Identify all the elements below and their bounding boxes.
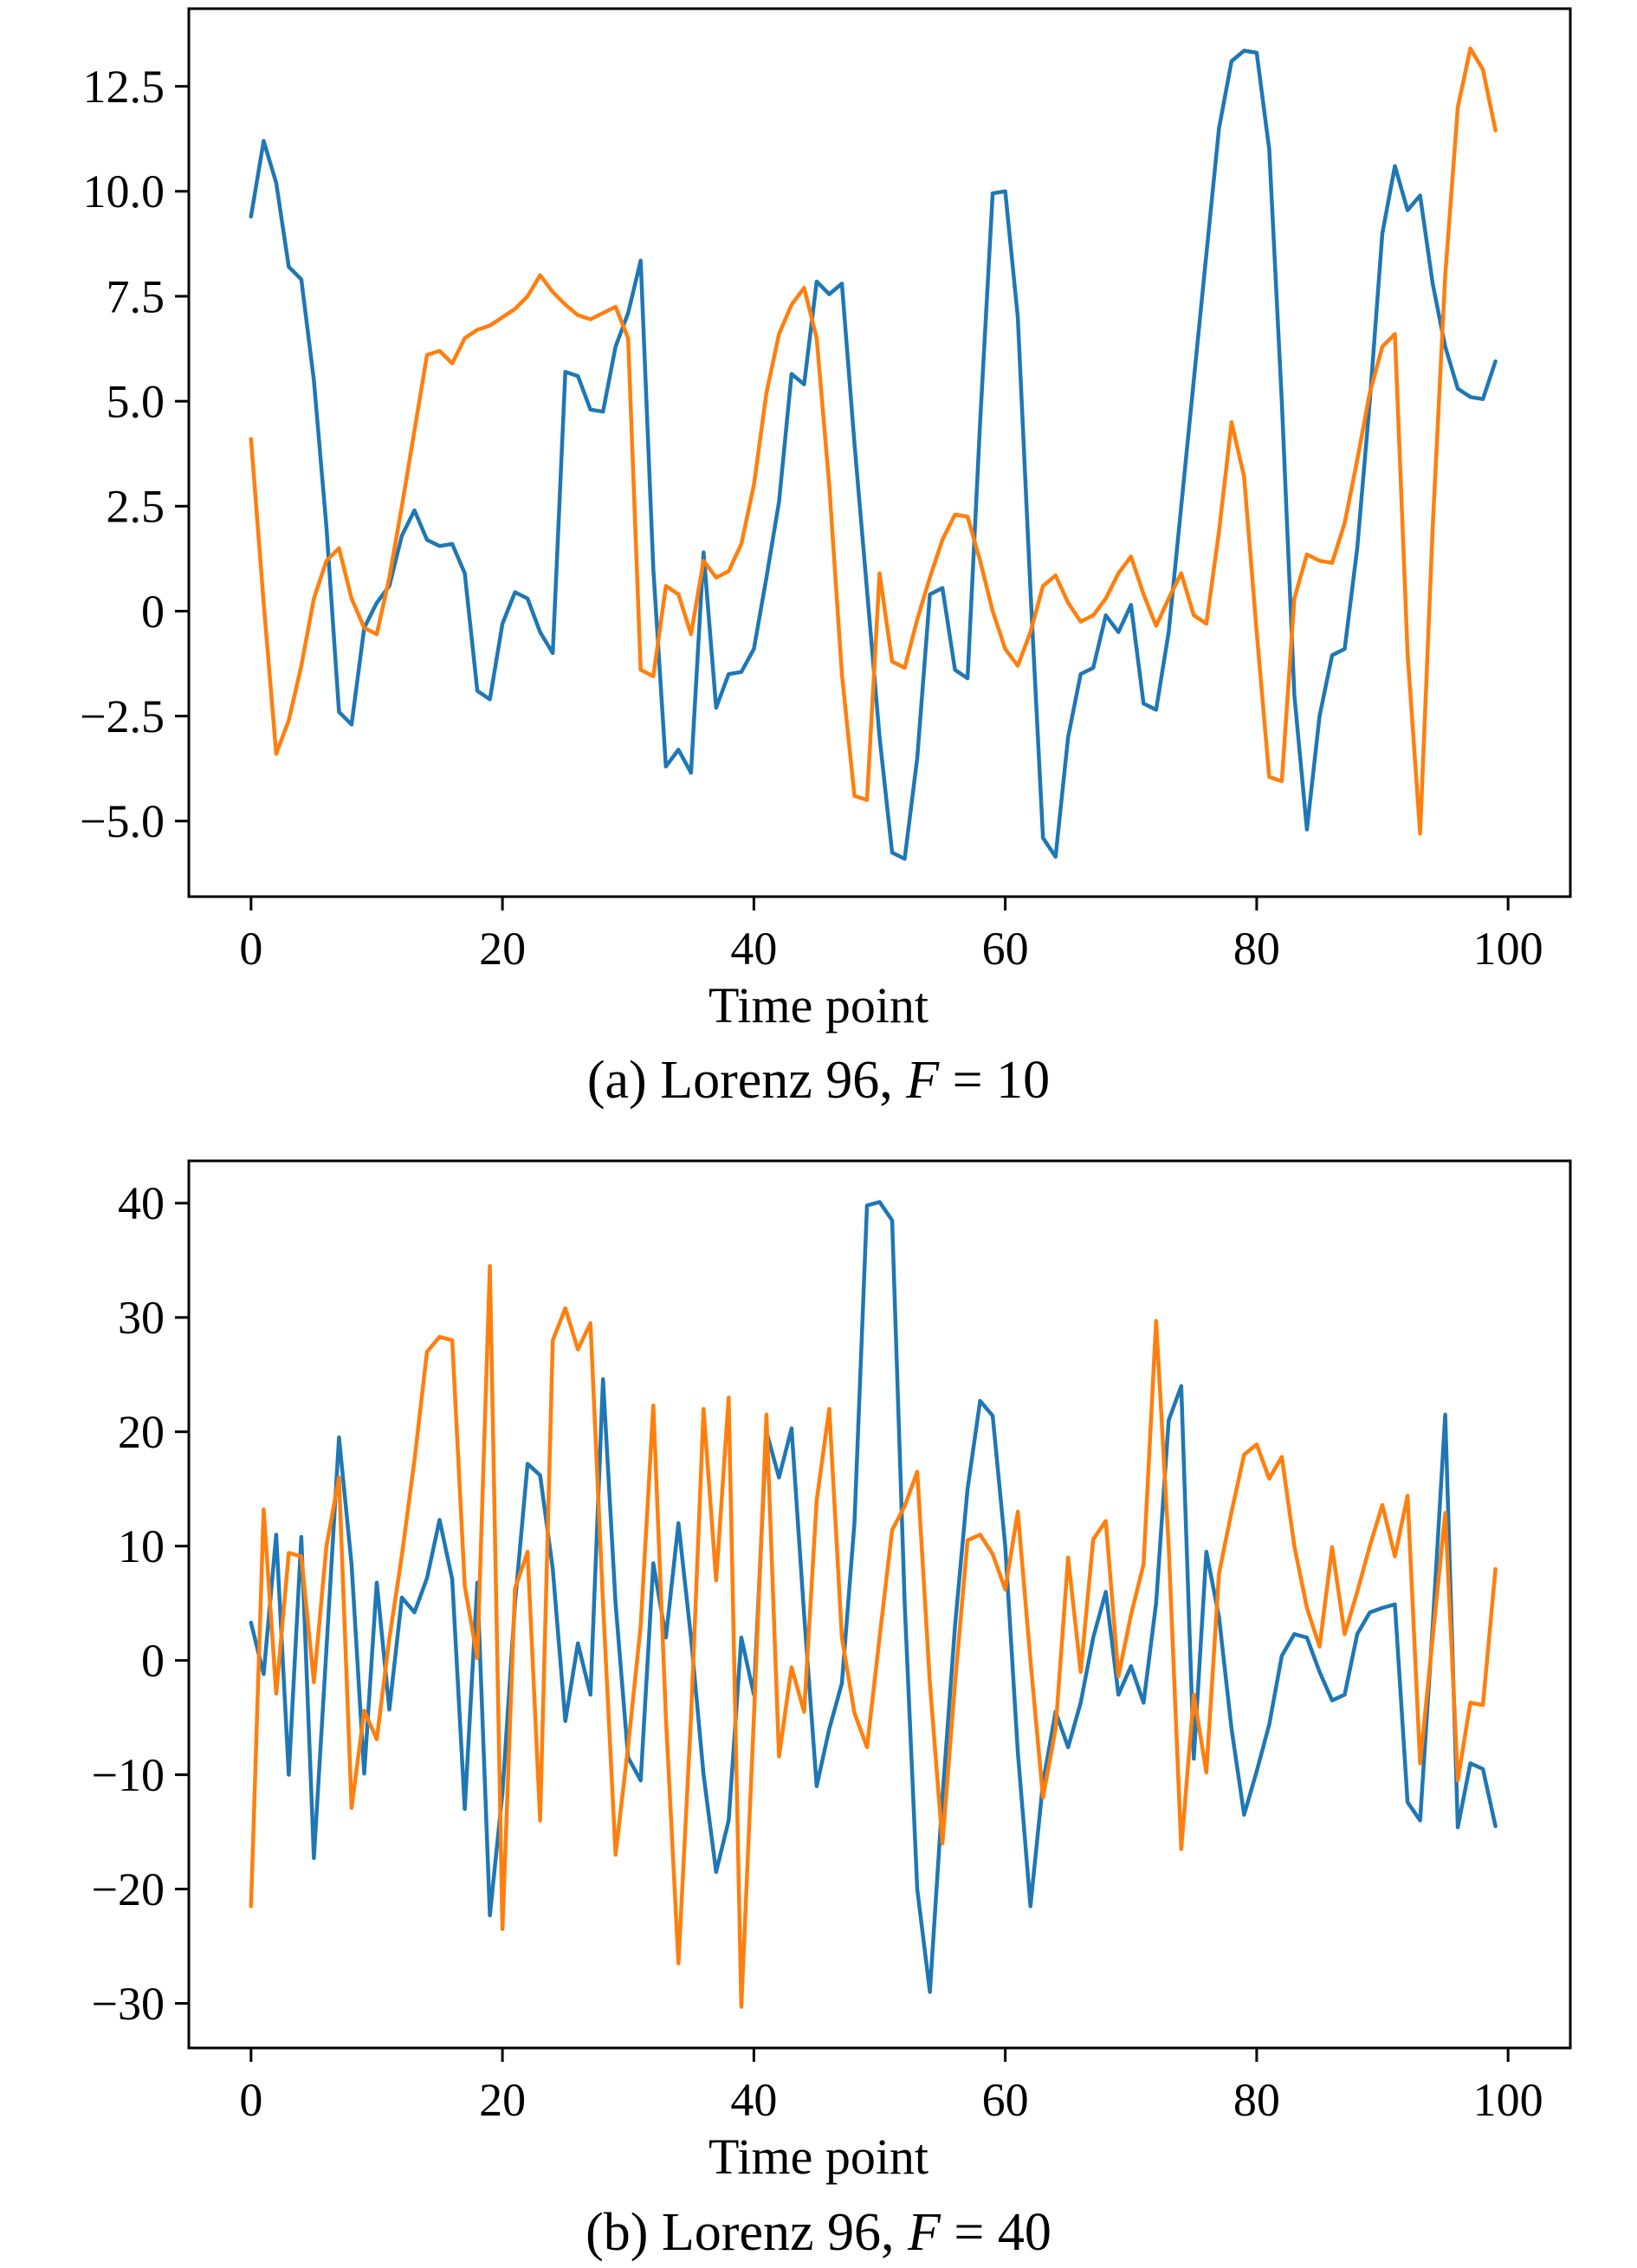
- chart-b-x-tick-label: 100: [1473, 2074, 1543, 2126]
- chart-b-x-tick-label: 0: [239, 2074, 262, 2126]
- chart-b-y-tick-label: 20: [118, 1406, 165, 1458]
- chart-a-x-tick-label: 40: [730, 923, 777, 975]
- caption-b-suffix: = 40: [940, 2203, 1051, 2262]
- chart-b-series-orange-line: [249, 1264, 1498, 2009]
- chart-b-series-blue-line: [249, 1200, 1498, 1994]
- chart-a-plot-box: [187, 7, 1572, 898]
- chart-b-y-tick-label: 40: [118, 1177, 165, 1229]
- xlabel-chart-b: Time point: [708, 2129, 929, 2185]
- chart-b-x-tick-label: 80: [1233, 2074, 1280, 2126]
- chart-a-y-tick-label: 12.5: [83, 61, 165, 113]
- chart-a-y-tick-label: −2.5: [80, 690, 165, 742]
- caption-chart-b: (b) Lorenz 96, F = 40: [0, 2206, 1637, 2259]
- chart-b-x-tick-label: 40: [730, 2074, 777, 2126]
- chart-b-y-tick-label: 10: [118, 1520, 165, 1572]
- chart-a-x-tick-label: 80: [1233, 923, 1280, 975]
- chart-a-y-tick-label: 5.0: [107, 375, 165, 427]
- chart-a-series-orange-line: [249, 46, 1498, 836]
- chart-a: 0 20 40 60 80 100 12.5 10.0 7.5 5.0 2.5 0 −2.5 −5.0: [80, 7, 1572, 975]
- chart-b-x-tick-label: 60: [982, 2074, 1029, 2126]
- chart-a-y-tick-label: 10.0: [83, 165, 165, 217]
- chart-a-x-tick-label: 100: [1473, 923, 1543, 975]
- chart-b-y-tick-label: −20: [92, 1863, 165, 1915]
- chart-a-y-tick-label: 0: [141, 586, 165, 638]
- chart-b-y-tick-label: −10: [92, 1749, 165, 1801]
- chart-b-y-tick-label: 30: [118, 1292, 165, 1344]
- chart-b-y-tick-label: 0: [141, 1635, 165, 1687]
- chart-a-x-tick-label: 0: [239, 923, 262, 975]
- caption-chart-a: (a) Lorenz 96, F = 10: [0, 1053, 1637, 1107]
- chart-a-y-tick-label: 7.5: [107, 270, 165, 322]
- chart-a-x-tick-label: 20: [479, 923, 526, 975]
- caption-b-f-symbol: F: [908, 2203, 941, 2262]
- xlabel-chart-a: Time point: [708, 977, 929, 1034]
- chart-b-x-tick-label: 20: [479, 2074, 526, 2126]
- caption-a-prefix: (a) Lorenz 96,: [586, 1051, 907, 1110]
- chart-b-plot-box: [187, 1159, 1572, 2050]
- chart-a-y-tick-label: −5.0: [80, 795, 165, 847]
- chart-a-series-blue-line: [249, 49, 1498, 861]
- chart-a-y-tick-label: 2.5: [107, 481, 165, 533]
- caption-a-f-symbol: F: [906, 1051, 940, 1110]
- caption-b-prefix: (b) Lorenz 96,: [586, 2203, 908, 2262]
- caption-a-suffix: = 10: [939, 1051, 1051, 1110]
- chart-a-x-tick-label: 60: [982, 923, 1029, 975]
- chart-b-y-tick-label: −30: [92, 1978, 165, 2030]
